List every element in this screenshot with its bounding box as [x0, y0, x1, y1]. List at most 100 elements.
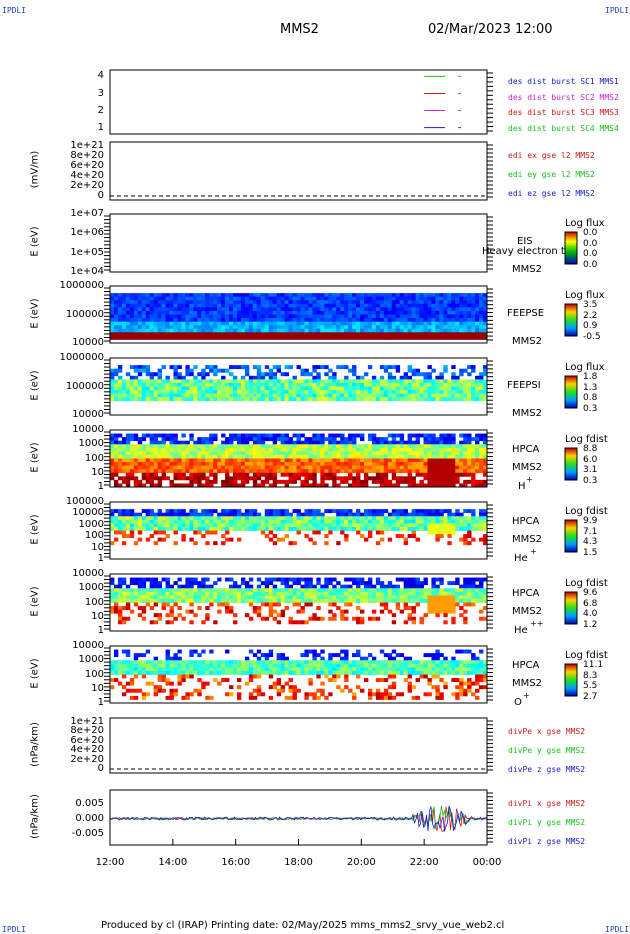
- panel-frame: [109, 69, 488, 135]
- y-tick-label: 4: [97, 70, 104, 82]
- colorbar: [564, 303, 578, 337]
- species-charge: +: [523, 691, 530, 700]
- y-tick-label: 10000: [72, 640, 104, 651]
- colorbar-value: 0.9: [583, 321, 598, 332]
- y-tick-label: 1000000: [59, 280, 104, 291]
- x-tick-label: 16:00: [221, 857, 251, 868]
- y-tick-label: 1: [97, 697, 104, 708]
- spacecraft-label: MMS2: [512, 408, 542, 419]
- colorbar-value: 3.5: [583, 300, 598, 310]
- species-charge: ++: [530, 619, 544, 628]
- instrument-label: FEEPSE: [507, 308, 545, 319]
- panel-frame: [109, 573, 488, 632]
- colorbar-value: 0.8: [583, 393, 598, 404]
- x-tick-label: 22:00: [409, 857, 439, 868]
- panel-hpca_h: [104, 429, 578, 488]
- species-label: He: [514, 625, 528, 636]
- instrument-label: FEEPSI: [507, 380, 541, 391]
- panel-edi: [109, 141, 493, 201]
- colorbar-value: 7.1: [583, 526, 598, 537]
- y-tick-label: 10: [91, 682, 104, 694]
- y-tick-label: 1: [97, 121, 104, 133]
- colorbar-value: 11.1: [583, 660, 604, 670]
- colorbar-title: Log fdist: [565, 434, 608, 445]
- panel-frame: [109, 213, 488, 273]
- y-tick-label: 2e+20: [70, 180, 104, 191]
- colorbar-value: 1.2: [583, 620, 598, 630]
- colorbar: [564, 375, 578, 409]
- legend-entry: divPi y gse MMS2: [508, 818, 586, 827]
- y-tick-label: 8e+20: [70, 725, 104, 737]
- panel-frame: [109, 645, 488, 704]
- panel-hpca_hepp: [104, 573, 578, 632]
- spacecraft-label: MMS2: [512, 606, 542, 617]
- y-tick-label: 1e+07: [70, 208, 104, 219]
- species-charge: +: [530, 547, 537, 556]
- spacecraft-label: MMS2: [512, 462, 542, 473]
- y-tick-label: 10000: [72, 409, 104, 420]
- y-tick-label: 1: [97, 625, 104, 636]
- colorbar-title: Log fdist: [565, 578, 608, 589]
- colorbar: [564, 231, 578, 265]
- y-tick-label: 100: [84, 530, 104, 542]
- y-tick-label: 10: [91, 466, 104, 478]
- spacecraft-title: MMS2: [280, 22, 319, 37]
- y-tick-label: 100000: [65, 496, 104, 507]
- legend-entry: edi ez gse l2 MMS2: [508, 189, 595, 198]
- x-tick-label: 18:00: [284, 857, 313, 868]
- y-tick-label: 0.000: [75, 812, 104, 824]
- overlay-title: Heavy electron to: [482, 246, 571, 257]
- y-tick-label: 1e+04: [70, 266, 104, 277]
- y-tick-label: 10: [91, 610, 104, 622]
- y-tick-label: 100000: [65, 380, 104, 392]
- y-tick-label: 6e+20: [70, 160, 104, 171]
- y-tick-label: 1000000: [59, 352, 104, 363]
- instrument-label: HPCA: [512, 444, 540, 455]
- species-charge: +: [526, 475, 533, 484]
- panel-divpi: [109, 789, 493, 846]
- divpi-series-line: [109, 805, 487, 832]
- y-tick-label: 10000: [72, 337, 104, 348]
- colorbar-title: Log flux: [565, 362, 605, 373]
- y-tick-label: 100: [84, 596, 104, 608]
- corner-label-tl: IPDLI: [2, 6, 27, 15]
- colorbar-value: 2.2: [583, 310, 598, 321]
- colorbar-value: 6.0: [583, 454, 598, 465]
- colorbar-value: -0.5: [583, 332, 601, 342]
- y-tick-label: 1: [97, 553, 104, 564]
- legend-entry: des dist burst SC1 MMS1: [508, 77, 619, 86]
- y-tick-label: 2: [97, 104, 104, 116]
- panel-frame: [109, 141, 488, 201]
- panel-frame: [109, 717, 488, 774]
- y-tick-label: 1000: [78, 518, 104, 530]
- panel-hpca_o: [104, 645, 578, 704]
- instrument-label: HPCA: [512, 588, 540, 599]
- instrument-label: EIS: [517, 236, 533, 247]
- y-tick-label: -0.005: [71, 827, 104, 839]
- colorbar-value: 4.0: [583, 609, 598, 620]
- x-tick-label: 14:00: [158, 857, 188, 868]
- colorbar-value: 4.3: [583, 537, 598, 548]
- species-label: H: [518, 481, 526, 492]
- colorbar-value: 1.5: [583, 548, 598, 558]
- y-tick-label: 0.005: [75, 797, 104, 809]
- colorbar-value: 0.0: [583, 249, 598, 260]
- footer-credits: Produced by cl (IRAP) Printing date: 02/…: [101, 920, 505, 931]
- colorbar: [564, 519, 578, 553]
- colorbar: [564, 591, 578, 625]
- legend-entry: edi ey gse l2 MMS2: [508, 170, 595, 179]
- x-tick-label: 20:00: [346, 857, 376, 868]
- instrument-label: HPCA: [512, 660, 540, 671]
- legend-entry: des dist burst SC4 MMS4: [508, 123, 619, 133]
- y-tick-label: 8e+20: [70, 150, 104, 161]
- colorbar-title: Log flux: [565, 290, 605, 301]
- spacecraft-label: MMS2: [512, 534, 542, 545]
- panel-hpca_he: [104, 501, 578, 560]
- y-tick-label: 100000: [65, 308, 104, 320]
- y-tick-label: 2e+20: [70, 753, 104, 765]
- y-tick-label: 10: [91, 541, 104, 553]
- y-tick-label: 6e+20: [70, 734, 104, 746]
- colorbar-value: 2.7: [583, 692, 598, 702]
- panel-frame: [109, 429, 488, 488]
